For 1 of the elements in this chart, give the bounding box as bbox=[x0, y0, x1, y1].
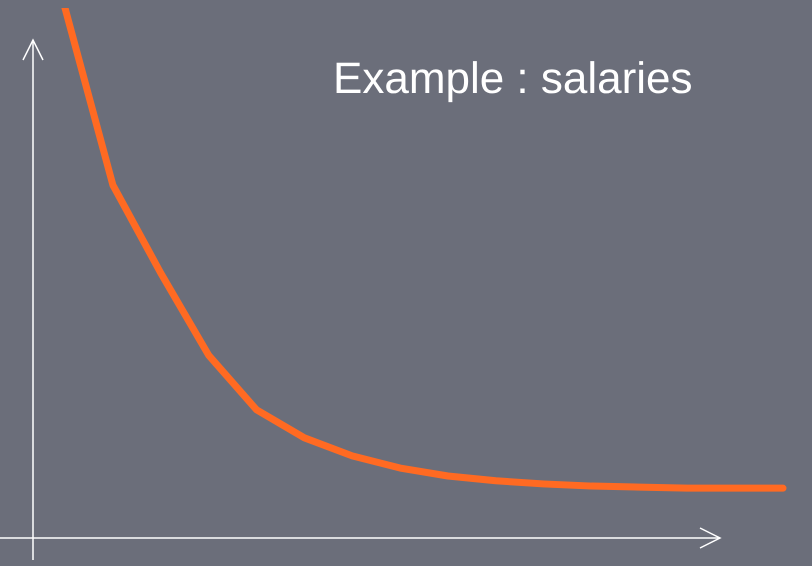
text: Example : salaries bbox=[333, 54, 692, 103]
